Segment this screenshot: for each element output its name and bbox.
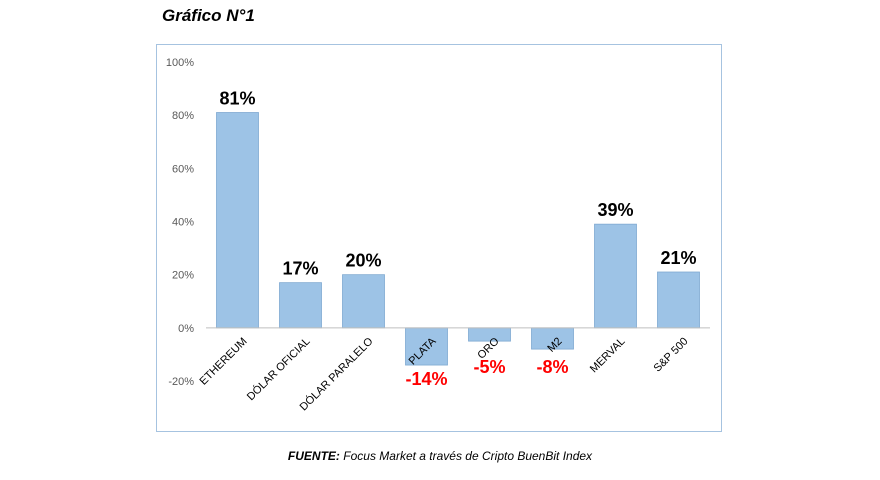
y-tick-label: 100% xyxy=(166,57,194,69)
chart-frame xyxy=(156,44,722,432)
y-tick-label: 0% xyxy=(178,323,194,335)
data-label: -8% xyxy=(536,357,568,377)
bar xyxy=(405,327,448,366)
data-label: -14% xyxy=(405,369,447,389)
bar xyxy=(594,223,637,329)
bar xyxy=(657,271,700,329)
y-tick-label: 80% xyxy=(172,110,194,122)
y-tick-label: 60% xyxy=(172,163,194,175)
y-tick-label: 20% xyxy=(172,270,194,282)
y-tick-label: -20% xyxy=(168,376,194,388)
x-tick-label: S&P 500 xyxy=(652,335,691,374)
bar xyxy=(342,274,385,329)
source-text: Focus Market a través de Cripto BuenBit … xyxy=(343,449,593,463)
y-tick-label: 40% xyxy=(172,217,194,229)
data-label: 17% xyxy=(282,259,318,279)
x-tick-label: ETHEREUM xyxy=(197,335,249,387)
data-label: 20% xyxy=(345,251,381,271)
bar xyxy=(216,112,259,329)
data-label: -5% xyxy=(473,357,505,377)
x-tick-label: DÓLAR OFICIAL xyxy=(244,335,312,403)
data-label: 39% xyxy=(597,200,633,220)
source-note: FUENTE: Focus Market a través de Cripto … xyxy=(0,449,880,463)
data-label: 81% xyxy=(219,89,255,109)
figure-title: Gráfico N°1 xyxy=(162,6,255,25)
bar xyxy=(279,282,322,329)
source-label: FUENTE: xyxy=(287,449,340,463)
data-label: 21% xyxy=(660,248,696,268)
x-tick-label: MERVAL xyxy=(588,335,628,375)
